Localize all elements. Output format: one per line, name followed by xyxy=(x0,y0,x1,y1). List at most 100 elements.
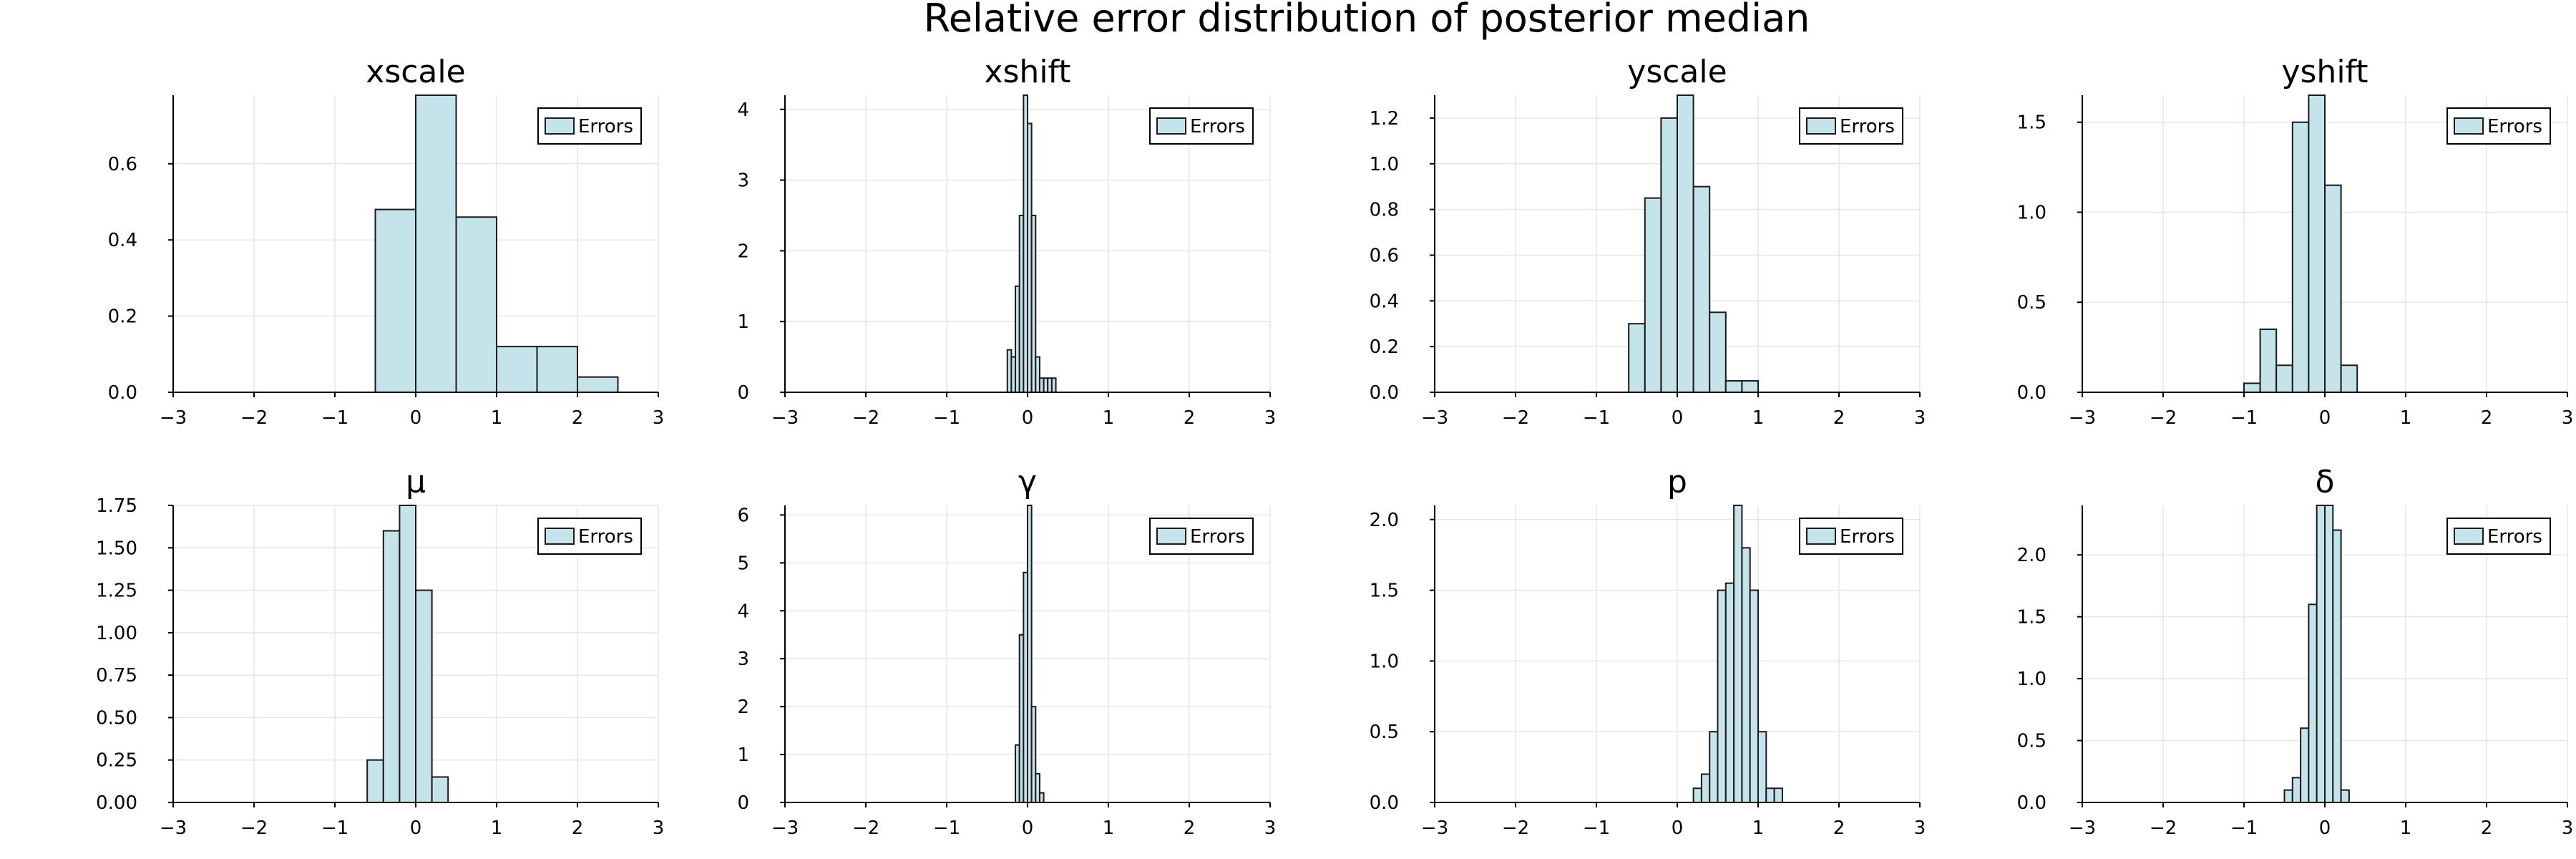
legend-label: Errors xyxy=(1190,116,1245,137)
x-tick-label: 0 xyxy=(1672,817,1684,839)
legend-swatch xyxy=(545,528,575,545)
subplot-title: yscale xyxy=(1627,54,1727,90)
subplot-title: μ xyxy=(406,464,426,500)
histogram-bar xyxy=(374,208,416,393)
x-tick-label: 2 xyxy=(572,407,584,429)
legend: Errors xyxy=(2446,107,2551,145)
histogram-bar xyxy=(1050,377,1057,394)
subplot-1: −3 −2 −1 0 1 2 3 0.0 0.2 0.4 0.6 xscale Errors xyxy=(108,54,665,429)
y-tick-label: 0.2 xyxy=(1370,336,1399,358)
x-tick-label: −3 xyxy=(2069,817,2096,839)
figure-title: Relative error distribution of posterior… xyxy=(924,0,1810,41)
legend-label: Errors xyxy=(578,116,633,137)
histogram-bar xyxy=(1700,773,1711,804)
histogram-bar xyxy=(1733,505,1743,803)
histogram-bar xyxy=(2283,789,2293,804)
x-tick-label: 3 xyxy=(1914,407,1926,429)
histogram-bar xyxy=(2308,94,2326,393)
y-tick-label: 1.5 xyxy=(2017,607,2046,629)
y-tick-label: 5 xyxy=(737,553,749,574)
x-tick-label: −2 xyxy=(852,407,879,429)
legend-label: Errors xyxy=(1840,116,1895,137)
x-tick-label: 2 xyxy=(1833,817,1845,839)
x-tick-label: 0 xyxy=(410,407,422,429)
y-tick-label: 1.00 xyxy=(96,623,137,644)
histogram-bar xyxy=(2259,328,2278,393)
x-tick-label: −2 xyxy=(240,407,268,429)
histogram-bar xyxy=(1724,380,1743,393)
x-tick-label: 0 xyxy=(1022,407,1034,429)
x-tick-label: 0 xyxy=(410,817,422,839)
y-tick-label: 0.0 xyxy=(1370,382,1399,404)
y-tick-label: 0.0 xyxy=(2017,792,2046,814)
x-tick-label: −2 xyxy=(1502,407,1529,429)
histogram-bar xyxy=(1692,787,1702,803)
x-tick-label: 1 xyxy=(491,817,503,839)
x-tick-label: −3 xyxy=(771,407,799,429)
x-tick-label: −1 xyxy=(321,407,348,429)
histogram-bar xyxy=(366,759,384,803)
histogram-bar xyxy=(1038,792,1045,804)
x-tick-label: 0 xyxy=(2319,817,2331,839)
x-tick-label: 2 xyxy=(1833,407,1845,429)
legend: Errors xyxy=(2446,518,2551,555)
y-tick-label: 0.6 xyxy=(1370,245,1399,266)
y-tick-label: 1.0 xyxy=(2017,202,2046,223)
x-tick-label: −2 xyxy=(240,817,268,839)
legend-swatch xyxy=(1156,117,1186,135)
histogram-bar xyxy=(1709,731,1719,804)
subplot-2: −3 −2 −1 0 1 2 3 0 1 2 3 4 xshift Errors xyxy=(737,54,1276,429)
legend: Errors xyxy=(1149,107,1254,145)
legend: Errors xyxy=(1149,518,1254,555)
y-tick-label: 2 xyxy=(737,697,749,718)
histogram-bar xyxy=(2300,727,2310,803)
x-tick-label: −1 xyxy=(933,407,960,429)
y-tick-label: 2.0 xyxy=(2017,545,2046,566)
y-tick-label: 0.0 xyxy=(2017,382,2046,404)
x-tick-label: −3 xyxy=(1421,407,1448,429)
x-tick-label: 1 xyxy=(491,407,503,429)
x-tick-label: −1 xyxy=(2230,817,2258,839)
subplot-8: −3 −2 −1 0 1 2 3 0.0 0.5 1.0 1.5 2.0 δ Errors xyxy=(2017,464,2574,839)
histogram-bar xyxy=(2316,505,2326,803)
y-tick-label: 1.0 xyxy=(2017,669,2046,690)
x-tick-label: −3 xyxy=(160,817,187,839)
histogram-bar xyxy=(1757,731,1767,804)
x-tick-label: 2 xyxy=(1184,817,1196,839)
histogram-bar xyxy=(2340,789,2350,804)
x-tick-label: 1 xyxy=(2400,817,2412,839)
legend-label: Errors xyxy=(578,526,633,548)
x-tick-label: −2 xyxy=(852,817,879,839)
histogram-bar xyxy=(2324,505,2334,803)
histogram-bar xyxy=(2332,529,2342,803)
y-tick-label: 0.50 xyxy=(96,707,137,729)
histogram-bar xyxy=(2340,364,2358,394)
y-tick-label: 4 xyxy=(737,601,749,622)
histogram-bar xyxy=(1660,117,1678,394)
histogram-bar xyxy=(431,776,449,804)
y-tick-label: 1.5 xyxy=(1370,581,1399,602)
x-tick-label: 3 xyxy=(653,817,665,839)
histogram-bar xyxy=(2308,603,2318,803)
subplot-4: −3 −2 −1 0 1 2 3 0.0 0.5 1.0 1.5 yshift Errors xyxy=(2017,54,2574,429)
histogram-bar xyxy=(2324,184,2342,393)
y-tick-label: 1 xyxy=(737,744,749,766)
x-tick-label: −3 xyxy=(771,817,799,839)
subplot-6: −3 −2 −1 0 1 2 3 0 1 2 3 4 5 6 γ Errors xyxy=(737,464,1276,839)
x-tick-label: −1 xyxy=(2230,407,2258,429)
y-tick-label: 1.50 xyxy=(96,538,137,559)
legend-swatch xyxy=(1806,528,1836,545)
histogram-bar xyxy=(1709,311,1727,393)
y-tick-label: 1.0 xyxy=(1370,154,1399,175)
y-tick-label: 0 xyxy=(737,792,749,814)
y-tick-label: 0.5 xyxy=(2017,292,2046,314)
histogram-bar xyxy=(1717,589,1727,803)
legend-swatch xyxy=(1806,117,1836,135)
x-tick-label: −1 xyxy=(321,817,348,839)
x-tick-label: 3 xyxy=(653,407,665,429)
y-tick-label: 0.6 xyxy=(108,154,137,175)
y-tick-label: 1.25 xyxy=(96,581,137,602)
subplots: −3 −2 −1 0 1 2 3 0.0 0.2 0.4 0.6 xscale Errors −3 −2 −1… xyxy=(96,54,2573,839)
histogram-bar xyxy=(1644,197,1662,393)
histogram-bar xyxy=(1628,323,1646,394)
